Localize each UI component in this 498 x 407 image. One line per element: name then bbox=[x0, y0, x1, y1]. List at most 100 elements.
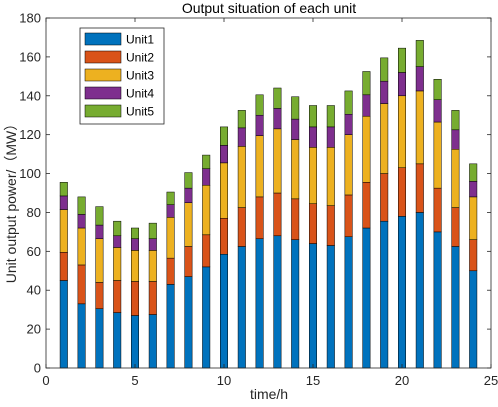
bar-unit5-t14 bbox=[291, 96, 300, 120]
y-tick-label: 20 bbox=[27, 322, 41, 337]
bar-unit5-t9 bbox=[202, 154, 211, 169]
bar-unit3-t18 bbox=[362, 115, 371, 183]
bar-unit5-t1 bbox=[59, 182, 68, 197]
bar-unit4-t13 bbox=[273, 108, 282, 130]
bar-unit5-t4 bbox=[113, 220, 122, 237]
bar-unit2-t10 bbox=[220, 218, 228, 255]
bar-unit3-t10 bbox=[220, 162, 228, 219]
bar-unit3-t7 bbox=[166, 217, 175, 259]
bar-unit2-t1 bbox=[59, 252, 68, 281]
bar-unit5-t16 bbox=[326, 105, 335, 128]
bar-unit1-t20 bbox=[398, 216, 406, 369]
bar-unit1-t19 bbox=[380, 220, 389, 369]
bar-unit2-t12 bbox=[255, 196, 264, 239]
bar-unit5-t3 bbox=[95, 206, 104, 226]
bar-unit2-t11 bbox=[237, 207, 246, 247]
bar-unit3-t3 bbox=[95, 238, 104, 283]
y-tick-label: 160 bbox=[19, 49, 41, 64]
bar-unit1-t16 bbox=[326, 245, 335, 369]
bar-unit1-t10 bbox=[220, 254, 228, 369]
bar-unit3-t22 bbox=[433, 121, 442, 189]
legend-swatch-unit5 bbox=[84, 104, 122, 118]
bar-unit5-t24 bbox=[469, 163, 478, 182]
bar-unit1-t8 bbox=[184, 276, 193, 369]
bar-unit5-t8 bbox=[184, 172, 193, 189]
bar-unit1-t21 bbox=[415, 212, 424, 369]
bar-unit4-t4 bbox=[113, 235, 122, 248]
bar-unit5-t22 bbox=[433, 79, 442, 100]
bar-unit1-t5 bbox=[131, 315, 139, 369]
bar-unit3-t19 bbox=[380, 103, 389, 174]
plot-frame bbox=[45, 17, 492, 369]
bar-unit3-t5 bbox=[131, 250, 139, 282]
bar-unit3-t9 bbox=[202, 184, 211, 236]
bar-unit2-t3 bbox=[95, 282, 104, 309]
bar-unit4-t8 bbox=[184, 187, 193, 203]
bar-unit4-t3 bbox=[95, 224, 104, 239]
bar-unit2-t8 bbox=[184, 246, 193, 277]
bar-unit2-t20 bbox=[398, 167, 406, 217]
bar-unit5-t23 bbox=[451, 110, 460, 131]
bar-unit3-t21 bbox=[415, 90, 424, 165]
bar-unit4-t15 bbox=[309, 126, 317, 148]
bar-unit3-t1 bbox=[59, 209, 68, 253]
bar-unit4-t16 bbox=[326, 126, 335, 148]
bar-unit4-t9 bbox=[202, 168, 211, 186]
bar-unit2-t2 bbox=[77, 264, 86, 305]
bar-unit3-t2 bbox=[77, 227, 86, 266]
bar-unit4-t1 bbox=[59, 195, 68, 210]
bar-unit1-t17 bbox=[344, 236, 353, 369]
y-tick-label: 60 bbox=[27, 244, 41, 259]
bar-unit3-t17 bbox=[344, 134, 353, 196]
bar-unit5-t21 bbox=[415, 40, 424, 67]
bar-unit2-t14 bbox=[291, 198, 300, 240]
x-tick-label: 10 bbox=[217, 373, 231, 388]
bar-unit2-t23 bbox=[451, 207, 460, 247]
bar-unit2-t24 bbox=[469, 239, 478, 272]
bar-unit1-t24 bbox=[469, 270, 478, 369]
bar-unit3-t24 bbox=[469, 196, 478, 240]
bar-unit4-t2 bbox=[77, 214, 86, 229]
bar-unit3-t8 bbox=[184, 202, 193, 247]
x-tick-label: 0 bbox=[42, 373, 49, 388]
bar-unit1-t2 bbox=[77, 303, 86, 369]
bar-unit4-t17 bbox=[344, 114, 353, 135]
bar-unit3-t16 bbox=[326, 147, 335, 206]
bar-unit4-t10 bbox=[220, 145, 228, 164]
legend-label-unit1: Unit1 bbox=[126, 33, 154, 47]
bar-unit1-t9 bbox=[202, 266, 211, 369]
legend-label-unit4: Unit4 bbox=[126, 87, 154, 101]
bar-unit5-t5 bbox=[131, 227, 139, 239]
bar-unit4-t24 bbox=[469, 181, 478, 198]
bar-unit3-t11 bbox=[237, 146, 246, 208]
bar-unit5-t20 bbox=[398, 47, 406, 73]
bar-unit5-t19 bbox=[380, 57, 389, 82]
axes-layer: 0 5 10 15 20 25 0 20 40 60 80 100 120 140 160 180 bbox=[19, 11, 498, 389]
bar-unit1-t3 bbox=[95, 308, 104, 369]
bar-unit4-t6 bbox=[148, 238, 157, 251]
x-tick-label: 5 bbox=[131, 373, 138, 388]
legend-swatch-unit2 bbox=[84, 50, 122, 64]
bar-unit1-t6 bbox=[148, 314, 157, 369]
chart-title: Output situation of each unit bbox=[182, 0, 356, 16]
bar-unit5-t15 bbox=[309, 105, 317, 128]
y-tick-label: 100 bbox=[19, 166, 41, 181]
bar-unit1-t22 bbox=[433, 231, 442, 369]
bar-layer bbox=[59, 40, 478, 369]
bar-unit2-t5 bbox=[131, 281, 139, 316]
bar-unit2-t9 bbox=[202, 234, 211, 268]
bar-unit5-t12 bbox=[255, 94, 264, 116]
bar-unit1-t15 bbox=[309, 243, 317, 369]
bar-unit3-t4 bbox=[113, 247, 122, 281]
bar-unit5-t13 bbox=[273, 87, 282, 109]
bar-unit4-t11 bbox=[237, 127, 246, 147]
bar-unit3-t15 bbox=[309, 147, 317, 204]
bar-unit5-t2 bbox=[77, 196, 86, 215]
bar-unit4-t21 bbox=[415, 66, 424, 92]
bar-unit2-t19 bbox=[380, 173, 389, 222]
legend-swatch-unit3 bbox=[84, 68, 122, 82]
bar-unit2-t6 bbox=[148, 281, 157, 315]
bar-unit1-t14 bbox=[291, 239, 300, 369]
bar-unit2-t15 bbox=[309, 203, 317, 244]
legend-swatch-unit1 bbox=[84, 32, 122, 46]
